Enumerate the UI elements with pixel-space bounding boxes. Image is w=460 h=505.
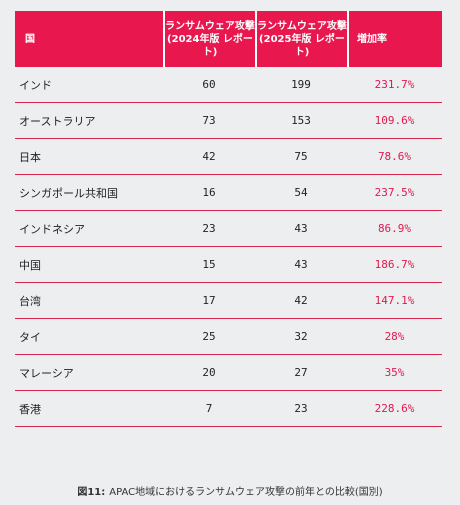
- table-row: 台湾 17 42 147.1%: [15, 283, 442, 319]
- header-2024-line1: ランサムウェア攻撃: [165, 20, 255, 32]
- cell-country: インドネシア: [19, 222, 85, 236]
- cell-country: タイ: [19, 330, 41, 344]
- cell-country: 中国: [19, 258, 41, 272]
- cell-country: 台湾: [19, 294, 41, 308]
- cell-2024: 17: [202, 294, 216, 307]
- table-row: マレーシア 20 27 35%: [15, 355, 442, 391]
- cell-2025: 23: [294, 402, 308, 415]
- cell-2024: 42: [202, 150, 216, 163]
- cell-2024: 60: [202, 78, 216, 91]
- table-row: シンガポール共和国 16 54 237.5%: [15, 175, 442, 211]
- cell-increase: 147.1%: [374, 294, 415, 307]
- cell-2025: 27: [294, 366, 308, 379]
- cell-2024: 20: [202, 366, 216, 379]
- cell-increase: 231.7%: [374, 78, 415, 91]
- cell-2025: 32: [294, 330, 308, 343]
- cell-country: シンガポール共和国: [19, 186, 118, 200]
- cell-increase: 237.5%: [374, 186, 415, 199]
- header-2024-line2: (2024年版 レポート): [167, 33, 253, 58]
- cell-2025: 153: [291, 114, 311, 127]
- table-row: 中国 15 43 186.7%: [15, 247, 442, 283]
- table-row: 日本 42 75 78.6%: [15, 139, 442, 175]
- figure-caption: 図11: APAC地域におけるランサムウェア攻撃の前年との比較(国別): [0, 483, 460, 498]
- cell-2025: 43: [294, 222, 308, 235]
- header-2025-line1: ランサムウェア攻撃: [257, 20, 347, 32]
- caption-label: 図11:: [77, 487, 106, 498]
- cell-2024: 7: [205, 402, 213, 415]
- cell-increase: 78.6%: [377, 150, 412, 163]
- header-increase: 増加率: [347, 11, 442, 67]
- header-country: 国: [25, 33, 35, 45]
- header-2025-line2: (2025年版 レポート): [259, 33, 345, 58]
- cell-increase: 28%: [384, 330, 405, 343]
- ransomware-table: 国 ランサムウェア攻撃 (2024年版 レポート) ランサムウェア攻撃 (202…: [15, 11, 442, 427]
- cell-increase: 35%: [384, 366, 405, 379]
- header-2024: ランサムウェア攻撃 (2024年版 レポート): [163, 11, 255, 67]
- cell-country: マレーシア: [19, 366, 74, 380]
- cell-2025: 43: [294, 258, 308, 271]
- cell-country: 香港: [19, 402, 41, 416]
- cell-2025: 54: [294, 186, 308, 199]
- table-row: 香港 7 23 228.6%: [15, 391, 442, 427]
- table-header: 国 ランサムウェア攻撃 (2024年版 レポート) ランサムウェア攻撃 (202…: [15, 11, 442, 67]
- table-row: インドネシア 23 43 86.9%: [15, 211, 442, 247]
- cell-increase: 186.7%: [374, 258, 415, 271]
- cell-2025: 42: [294, 294, 308, 307]
- cell-country: 日本: [19, 150, 41, 164]
- cell-2025: 75: [294, 150, 308, 163]
- cell-2024: 15: [202, 258, 216, 271]
- cell-2024: 25: [202, 330, 216, 343]
- cell-increase: 109.6%: [374, 114, 415, 127]
- cell-2025: 199: [291, 78, 311, 91]
- cell-country: オーストラリア: [19, 114, 96, 128]
- table-row: インド 60 199 231.7%: [15, 67, 442, 103]
- table-row: タイ 25 32 28%: [15, 319, 442, 355]
- table-row: オーストラリア 73 153 109.6%: [15, 103, 442, 139]
- table-body: インド 60 199 231.7% オーストラリア 73 153 109.6% …: [15, 67, 442, 427]
- cell-increase: 86.9%: [377, 222, 412, 235]
- cell-2024: 73: [202, 114, 216, 127]
- cell-country: インド: [19, 78, 52, 92]
- cell-increase: 228.6%: [374, 402, 415, 415]
- cell-2024: 23: [202, 222, 216, 235]
- caption-text: APAC地域におけるランサムウェア攻撃の前年との比較(国別): [109, 487, 383, 498]
- cell-2024: 16: [202, 186, 216, 199]
- header-2025: ランサムウェア攻撃 (2025年版 レポート): [255, 11, 347, 67]
